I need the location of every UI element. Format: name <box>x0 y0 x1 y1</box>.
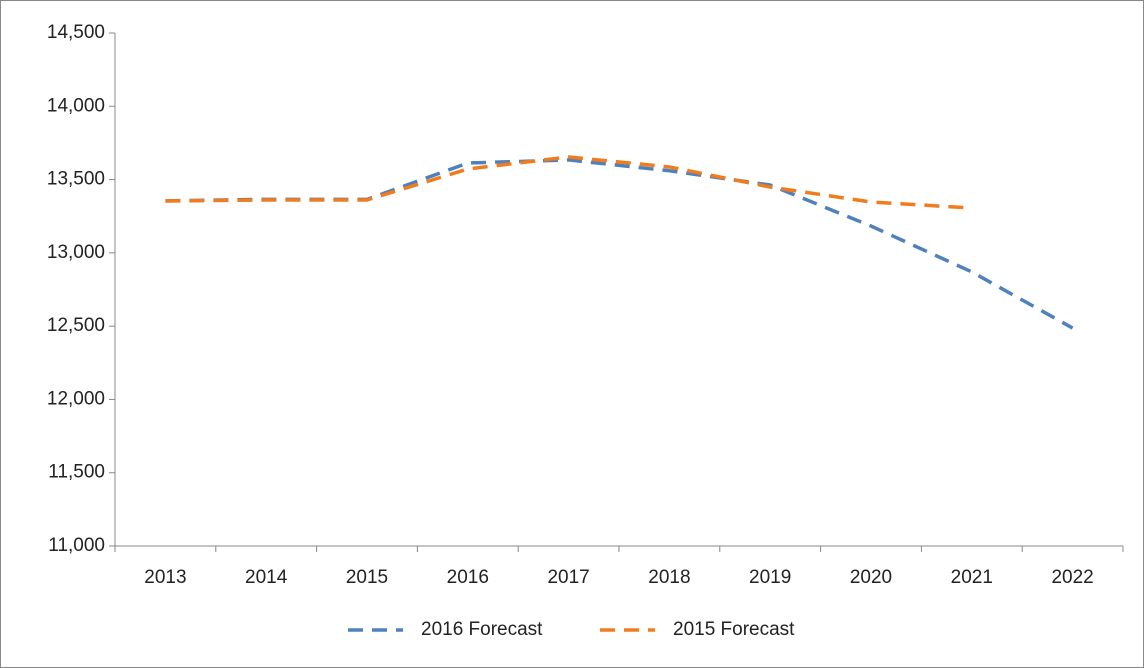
y-tick-label: 11,000 <box>48 535 105 556</box>
x-tick-label: 2018 <box>648 567 690 588</box>
x-tick-label: 2013 <box>144 567 186 588</box>
x-tick-label: 2016 <box>447 567 489 588</box>
x-tick-label: 2021 <box>951 567 993 588</box>
series-line <box>165 155 972 210</box>
x-tick-label: 2019 <box>749 567 791 588</box>
x-tick-label: 2014 <box>245 567 288 588</box>
x-tick-label: 2020 <box>850 567 892 588</box>
x-tick-label: 2015 <box>346 567 388 588</box>
y-tick-label: 12,000 <box>47 388 105 409</box>
y-tick-label: 14,000 <box>47 95 105 116</box>
x-tick-label: 2017 <box>547 567 589 588</box>
y-tick-label: 11,500 <box>48 462 105 483</box>
x-tick-label: 2022 <box>1051 567 1093 588</box>
legend-label: 2016 Forecast <box>421 619 543 640</box>
y-tick-label: 13,500 <box>47 169 105 190</box>
y-tick-label: 13,000 <box>47 242 105 263</box>
y-tick-label: 12,500 <box>47 315 105 336</box>
legend-label: 2015 Forecast <box>673 619 795 640</box>
y-tick-label: 14,500 <box>47 22 105 43</box>
